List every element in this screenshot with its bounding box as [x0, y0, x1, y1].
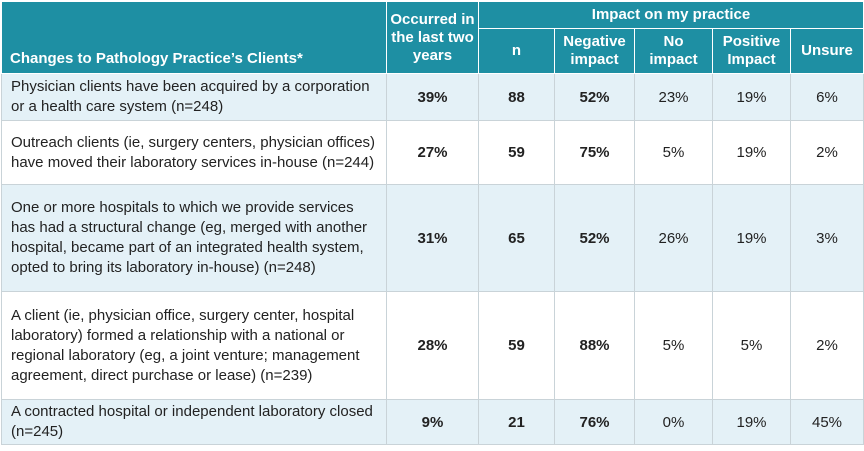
cell-no-impact: 26% [634, 184, 713, 292]
table-row: Physician clients have been acquired by … [1, 73, 864, 121]
cell-occurred: 31% [386, 184, 479, 292]
cell-no-impact: 5% [634, 120, 713, 185]
cell-n: 65 [478, 184, 555, 292]
header-positive: Positive Impact [712, 28, 791, 74]
cell-occurred: 39% [386, 73, 479, 121]
cell-negative: 76% [554, 399, 635, 445]
cell-negative: 52% [554, 184, 635, 292]
row-description: A client (ie, physician office, surgery … [1, 291, 387, 400]
header-occurred: Occurred in the last two years [386, 1, 479, 74]
cell-n: 59 [478, 291, 555, 400]
cell-n: 59 [478, 120, 555, 185]
row-description: Physician clients have been acquired by … [1, 73, 387, 121]
table-row: Outreach clients (ie, surgery centers, p… [1, 120, 864, 185]
cell-positive: 5% [712, 291, 791, 400]
cell-unsure: 2% [790, 291, 864, 400]
cell-no-impact: 23% [634, 73, 713, 121]
header-impact-group: Impact on my practice [478, 1, 864, 29]
cell-negative: 88% [554, 291, 635, 400]
cell-unsure: 2% [790, 120, 864, 185]
cell-negative: 52% [554, 73, 635, 121]
header-no-impact: No impact [634, 28, 713, 74]
cell-unsure: 45% [790, 399, 864, 445]
header-unsure: Unsure [790, 28, 864, 74]
table-row: A contracted hospital or independent lab… [1, 399, 864, 445]
cell-positive: 19% [712, 399, 791, 445]
cell-occurred: 27% [386, 120, 479, 185]
row-description: A contracted hospital or independent lab… [1, 399, 387, 445]
cell-negative: 75% [554, 120, 635, 185]
cell-positive: 19% [712, 120, 791, 185]
row-description: One or more hospitals to which we provid… [1, 184, 387, 292]
header-changes: Changes to Pathology Practice’s Clients* [1, 1, 387, 74]
row-description: Outreach clients (ie, surgery centers, p… [1, 120, 387, 185]
cell-positive: 19% [712, 73, 791, 121]
cell-n: 21 [478, 399, 555, 445]
cell-no-impact: 0% [634, 399, 713, 445]
table-row: One or more hospitals to which we provid… [1, 184, 864, 292]
cell-n: 88 [478, 73, 555, 121]
cell-occurred: 9% [386, 399, 479, 445]
cell-occurred: 28% [386, 291, 479, 400]
cell-positive: 19% [712, 184, 791, 292]
header-negative: Negative impact [554, 28, 635, 74]
cell-no-impact: 5% [634, 291, 713, 400]
header-n: n [478, 28, 555, 74]
table-row: A client (ie, physician office, surgery … [1, 291, 864, 400]
cell-unsure: 6% [790, 73, 864, 121]
cell-unsure: 3% [790, 184, 864, 292]
